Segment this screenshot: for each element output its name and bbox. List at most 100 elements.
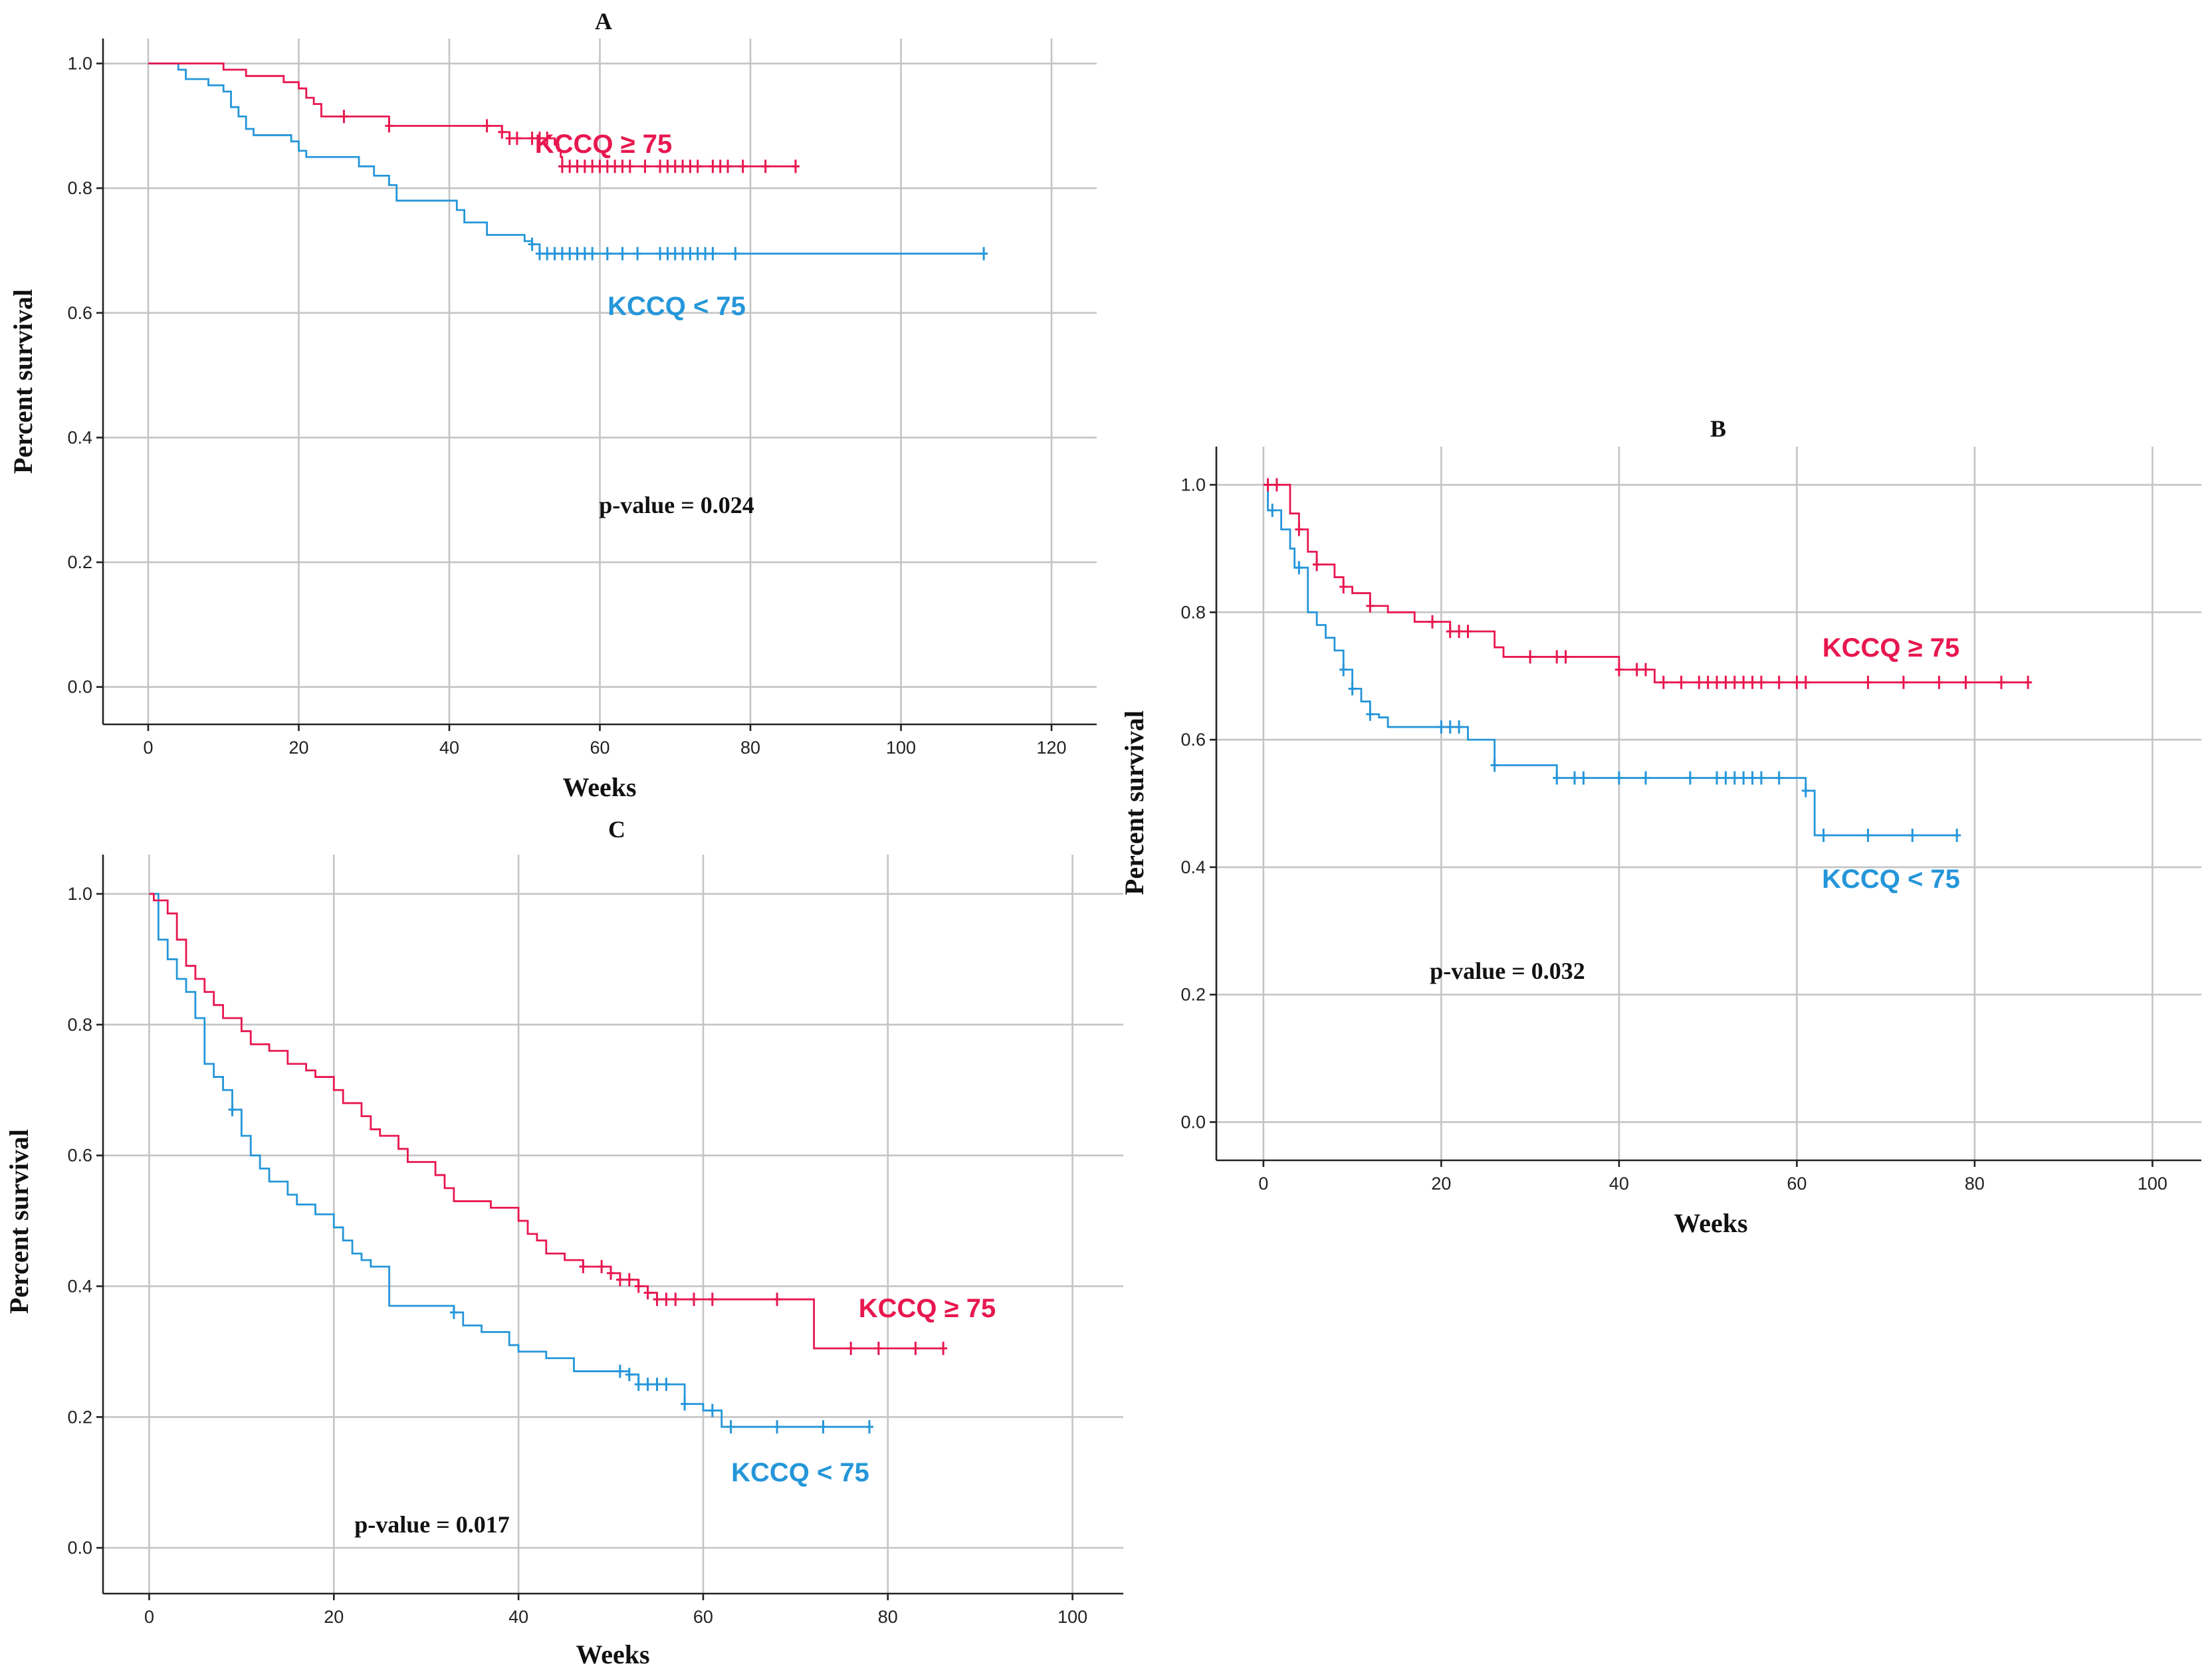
panel-a-kccq-lt-75-censor-mark [573,247,582,261]
panel-c-kccq-lt-75-censor-mark [449,1305,458,1319]
panel-b-kccq-ge-75-censor-mark [1864,675,1872,689]
panel-a-kccq-ge-75-censor-mark [588,159,597,173]
panel-a-kccq-ge-75-censor-mark [671,159,679,173]
panel-a-x-tick-label: 80 [740,738,760,758]
panel-a-y-tick-label: 0.6 [67,303,92,323]
panel-c-kccq-lt-75-censor-mark [625,1368,633,1382]
panel-c-y-tick-label: 1.0 [67,884,92,904]
panel-b-kccq-lt-75-censor-mark [1819,828,1828,842]
panel-c-kccq-ge-75-censor-mark [708,1293,717,1307]
panel-b-kccq-lt-75-censor-mark [1721,771,1730,785]
panel-b-kccq-lt-75-censor-mark [1614,771,1623,785]
panel-a-kccq-lt-75-censor-mark [663,247,672,261]
panel-c-x-tick-label: 60 [693,1607,713,1627]
panel-b-kccq-ge-75-censor-mark [1677,675,1686,689]
panel-c-x-tick-label: 100 [1057,1607,1087,1627]
panel-a-kccq-lt-75-censor-mark [671,247,679,261]
panel-b-y-axis-label: Percent survival [1119,710,1149,895]
panel-a-kccq-ge-75-censor-mark [686,159,695,173]
panel-a-kccq-ge-75-censor-mark [738,159,747,173]
panel-a-x-tick-label: 60 [590,738,609,758]
panel-a-kccq-lt-75-censor-mark [656,247,665,261]
panel-b-kccq-ge-75-censor-mark [1553,650,1561,664]
panel-a-x-tick-label: 100 [886,738,916,758]
panel-a-kccq-ge-75-censor-mark [543,132,552,146]
panel-c-y-tick-label: 0.6 [67,1146,92,1166]
panel-c-kccq-ge-75-censor-mark [615,1273,624,1287]
panel-b-y-tick-label: 0.0 [1180,1112,1206,1132]
panel-a-kccq-lt-75-censor-mark [550,247,559,261]
panel-c-y-tick-label: 0.2 [67,1407,92,1427]
panel-c-y-tick-label: 0.8 [67,1015,92,1035]
panel-b-y-tick-label: 0.4 [1180,857,1206,877]
panel-a-kccq-ge-75-censor-mark [663,159,672,173]
panel-b-kccq-ge-75-censor-mark [1366,599,1375,613]
panel-b-x-tick-label: 80 [1965,1174,1985,1194]
panel-a-y-axis-label: Percent survival [8,289,38,474]
panel-b-kccq-ge-75-censor-mark [1775,675,1783,689]
panel-c-kccq-lt-75-censor-mark [819,1420,828,1434]
panel-a-kccq-lt-75-censor-mark [558,247,566,261]
panel-c-kccq-lt-75-censor-mark [634,1378,643,1392]
panel-a-kccq-ge-75-censor-mark [498,125,506,139]
panel-b-kccq-lt-75-censor-mark [1642,771,1650,785]
panel-c-p-value: p-value = 0.017 [354,1511,510,1538]
panel-b-kccq-ge-75-censor-mark [1659,675,1668,689]
panel-b-kccq-lt-75-censor-mark [1686,771,1694,785]
panel-a-kccq-lt-75-censor-mark [686,247,695,261]
panel-b-kccq-ge-75-censor-mark [1272,478,1281,492]
panel-a-kccq-ge-75-censor-mark [385,119,393,133]
panel-b-kccq-ge-75-censor-mark [1695,675,1704,689]
panel-a-p-value: p-value = 0.024 [599,492,754,518]
panel-b-kccq-lt-75-censor-mark [1295,561,1303,575]
panel-a-kccq-lt-75-censor-mark [543,247,552,261]
panel-b-kccq-lt-75-censor-mark [1739,771,1748,785]
panel-b-kccq-ge-75-censor-mark [1997,675,2006,689]
panel-b-kccq-ge-75-censor-mark [1295,522,1303,536]
panel-c-y-tick-label: 0.0 [67,1538,92,1558]
panel-c-x-tick-label: 0 [144,1607,154,1627]
panel-a-title: A [595,8,612,35]
panel-a-kccq-lt-75-censor-mark [679,247,687,261]
panel-c-kccq-lt-75-censor-mark [662,1378,671,1392]
panel-c-kccq-ge-75-censor-mark [874,1341,883,1355]
panel-c-y-tick-label: 0.4 [67,1276,92,1296]
panel-a-chart: 0 20 40 60 80 100 120 0.0 0.2 0.4 0.6 0.8 1.0 A Weeks P… [8,8,1097,802]
panel-a-kccq-ge-75-censor-mark [535,132,544,146]
panel-a-kccq-ge-75-censor-mark [716,159,724,173]
panel-b-kccq-lt-75-censor-mark [1748,771,1757,785]
panel-c-kccq-ge-75-censor-mark [662,1293,671,1307]
panel-a-kccq-lt-75-censor-mark [528,237,536,251]
panel-c-x-tick-label: 80 [878,1607,898,1627]
panel-a-kccq-ge-75-censor-mark [573,159,582,173]
panel-c-kccq-lt-75-censor-mark [643,1378,652,1392]
panel-b-kccq-ge-75-censor-mark [1339,579,1348,593]
panel-b-kccq-ge-75-label: KCCQ ≥ 75 [1822,633,1959,663]
panel-c-kccq-ge-75-censor-mark [607,1266,615,1280]
panel-b-kccq-ge-75-censor-mark [1757,675,1765,689]
panel-a-y-tick-label: 0.8 [67,178,92,198]
panel-a-kccq-lt-75-censor-mark [731,247,740,261]
panel-b-x-tick-label: 100 [2138,1174,2167,1194]
panel-b-kccq-ge-75-censor-mark [1561,650,1570,664]
panel-b-kccq-lt-75-censor-mark [1553,771,1561,785]
panel-a-kccq-lt-75-censor-mark [980,247,988,261]
panel-c-kccq-ge-75-label: KCCQ ≥ 75 [859,1294,996,1323]
panel-b-kccq-ge-75-censor-mark [1446,625,1454,639]
panel-b-kccq-lt-75-censor-mark [1339,663,1348,677]
panel-b-kccq-ge-75-censor-mark [1739,675,1748,689]
panel-a-kccq-lt-75-censor-mark [588,247,597,261]
panel-b-kccq-ge-75-censor-mark [2024,675,2033,689]
panel-a-kccq-ge-75-censor-mark [724,159,732,173]
panel-c-kccq-ge-75-censor-mark [579,1259,588,1273]
panel-c-chart: 0 20 40 60 80 100 0.0 0.2 0.4 0.6 0.8 1.0 C Weeks Perc… [4,816,1123,1669]
panel-a-kccq-ge-75-censor-mark [679,159,687,173]
panel-b-kccq-ge-75-censor-mark [1730,675,1739,689]
panel-a-kccq-ge-75-censor-mark [512,132,521,146]
panel-c-kccq-ge-75-censor-mark [643,1286,652,1300]
panel-b-title: B [1710,415,1726,442]
panel-b-kccq-lt-75-censor-mark [1490,758,1499,772]
panel-a-kccq-ge-75-curve [148,62,796,167]
panel-a-kccq-lt-75-censor-mark [535,247,544,261]
